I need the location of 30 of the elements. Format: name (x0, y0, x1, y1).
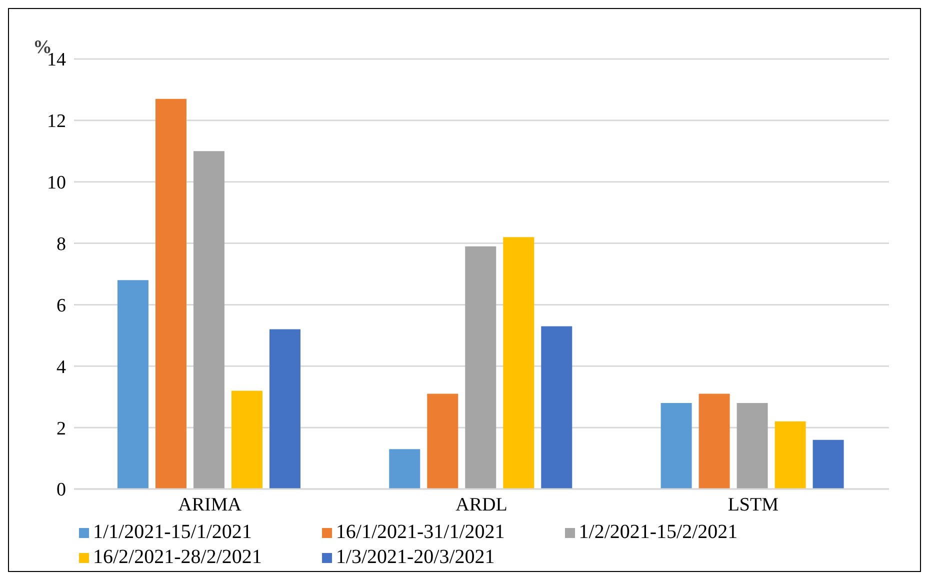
legend-label: 1/1/2021-15/1/2021 (93, 521, 252, 544)
y-tick-label: 10 (47, 172, 66, 194)
bar (503, 237, 534, 489)
bar (660, 403, 692, 489)
y-tick-label: 8 (56, 234, 66, 256)
y-tick-label: 6 (56, 295, 66, 316)
x-tick-label: LSTM (728, 494, 779, 516)
legend-label: 16/2/2021-28/2/2021 (93, 546, 262, 569)
bar (465, 246, 496, 489)
bar (541, 326, 572, 489)
bar (389, 449, 420, 489)
x-tick-label: ARDL (456, 494, 508, 516)
y-tick-label: 2 (56, 418, 66, 440)
bar (231, 390, 262, 489)
y-tick-label: 0 (56, 480, 66, 501)
bar (736, 403, 768, 489)
y-tick-label: 4 (56, 356, 66, 378)
legend-label: 16/1/2021-31/1/2021 (336, 521, 505, 544)
bar (193, 151, 224, 489)
bar (269, 329, 300, 489)
legend-label: 1/3/2021-20/3/2021 (336, 546, 495, 569)
bar (117, 280, 148, 489)
bar (427, 394, 458, 489)
y-tick-label: 12 (47, 111, 66, 132)
bar (155, 98, 186, 489)
legend-label: 1/2/2021-15/2/2021 (578, 521, 738, 544)
x-tick-label: ARIMA (178, 494, 242, 516)
bar (698, 394, 730, 489)
bar (774, 421, 806, 489)
bar (812, 440, 844, 489)
